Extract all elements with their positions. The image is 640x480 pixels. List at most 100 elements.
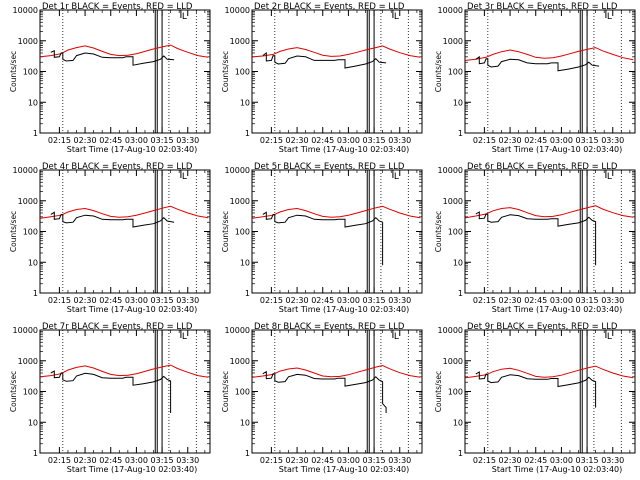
x-tick-label: 02:30 [499,456,522,465]
events-series-line [262,52,387,69]
x-tick-label: 02:45 [311,296,334,305]
x-tick-label: 03:30 [601,296,624,305]
events-series-line [475,55,600,72]
x-tick-label: 03:00 [337,136,360,145]
lld-series-line [465,205,634,219]
y-tick-label: 100 [23,228,38,237]
x-tick-label: 02:30 [74,296,97,305]
panel-det-6: Det 6r BLACK = Events, RED = LLD 1 10 100 10… [434,162,636,314]
panel-title: Det 9r BLACK = Events, RED = LLD [467,322,618,332]
events-series-line [50,211,175,228]
x-axis-label: Start Time (17-Aug-10 02:03:40) [492,145,623,154]
panel-title: Det 7r BLACK = Events, RED = LLD [42,322,193,332]
annotation-label: L [394,172,399,182]
events-series-line [475,371,597,408]
x-tick-label: 02:30 [74,456,97,465]
annotation-label: L [182,12,187,22]
x-tick-label: 02:15 [48,456,71,465]
x-axis-label: Start Time (17-Aug-10 02:03:40) [67,305,198,314]
y-tick-label: 10000 [13,6,38,15]
x-tick-label: 02:15 [473,296,496,305]
y-axis-label: Counts/sec [434,211,443,252]
events-series-line [50,370,172,413]
y-tick-label: 10 [28,418,38,427]
y-axis-label: Counts/sec [221,211,230,252]
x-tick-label: 03:30 [601,456,624,465]
y-axis-label: Counts/sec [434,51,443,92]
x-tick-label: 03:30 [601,136,624,145]
panel-det-5: Det 5r BLACK = Events, RED = LLD 1 10 100 10… [221,162,423,314]
x-tick-label: 03:15 [576,136,599,145]
x-axis-label: Start Time (17-Aug-10 02:03:40) [279,465,410,474]
x-tick-label: 03:15 [151,296,174,305]
x-tick-label: 02:15 [473,456,496,465]
y-tick-label: 1000 [443,357,463,366]
panel-det-8: Det 8r BLACK = Events, RED = LLD 1 10 100 10… [221,322,423,474]
y-tick-label: 1000 [230,37,250,46]
x-axis-label: Start Time (17-Aug-10 02:03:40) [279,305,410,314]
x-tick-label: 02:15 [260,136,283,145]
x-tick-label: 02:30 [286,296,309,305]
y-tick-label: 10000 [438,326,463,335]
y-tick-label: 100 [23,388,38,397]
panel-det-7: Det 7r BLACK = Events, RED = LLD 1 10 100 10… [9,322,211,474]
x-tick-label: 02:15 [260,296,283,305]
y-axis-label: Counts/sec [9,211,18,252]
y-tick-label: 10 [240,98,250,107]
x-tick-label: 03:30 [388,456,411,465]
x-tick-label: 02:45 [99,296,122,305]
panel-det-9: Det 9r BLACK = Events, RED = LLD 1 10 100 10… [434,322,636,474]
panel-title: Det 8r BLACK = Events, RED = LLD [254,322,405,332]
lld-series-line [465,365,634,379]
y-tick-label: 1 [245,129,250,138]
y-axis-label: Counts/sec [434,371,443,412]
x-tick-label: 03:00 [550,296,573,305]
events-series-line [262,211,384,266]
y-tick-label: 1 [33,129,38,138]
y-tick-label: 100 [235,228,250,237]
x-axis-label: Start Time (17-Aug-10 02:03:40) [67,465,198,474]
y-axis-label: Counts/sec [221,51,230,92]
y-tick-label: 1 [33,289,38,298]
annotation-label: L [394,332,399,342]
y-tick-label: 1 [33,449,38,458]
y-tick-label: 10000 [225,326,250,335]
x-tick-label: 02:45 [524,136,547,145]
x-tick-label: 02:45 [524,296,547,305]
x-tick-label: 03:15 [151,456,174,465]
y-axis-label: Counts/sec [221,371,230,412]
x-tick-label: 03:30 [176,136,199,145]
annotation-label: L [607,12,612,22]
annotation-label: L [607,172,612,182]
x-tick-label: 03:15 [363,136,386,145]
lld-series-line [40,364,209,378]
x-tick-label: 03:30 [388,296,411,305]
y-tick-label: 10000 [225,166,250,175]
y-tick-label: 10 [453,98,463,107]
lld-series-line [252,205,421,219]
x-tick-label: 03:00 [550,456,573,465]
panel-title: Det 5r BLACK = Events, RED = LLD [254,162,405,172]
y-tick-label: 10 [28,258,38,267]
x-tick-label: 02:15 [260,456,283,465]
y-tick-label: 100 [448,228,463,237]
panel-det-4: Det 4r BLACK = Events, RED = LLD 1 10 100 10… [9,162,211,314]
events-series-line [262,370,387,413]
x-tick-label: 03:30 [176,296,199,305]
x-tick-label: 02:45 [99,136,122,145]
x-tick-label: 03:30 [176,456,199,465]
x-tick-label: 02:15 [473,136,496,145]
y-tick-label: 1 [245,289,250,298]
y-tick-label: 1000 [230,357,250,366]
annotation-label: L [607,332,612,342]
panel-det-2: Det 2r BLACK = Events, RED = LLD 1 10 100 10… [221,2,423,154]
y-tick-label: 10 [453,418,463,427]
x-tick-label: 02:30 [74,136,97,145]
y-tick-label: 10000 [438,166,463,175]
x-tick-label: 02:30 [499,136,522,145]
events-series-line [475,211,597,266]
y-tick-label: 100 [448,388,463,397]
x-tick-label: 03:00 [337,296,360,305]
